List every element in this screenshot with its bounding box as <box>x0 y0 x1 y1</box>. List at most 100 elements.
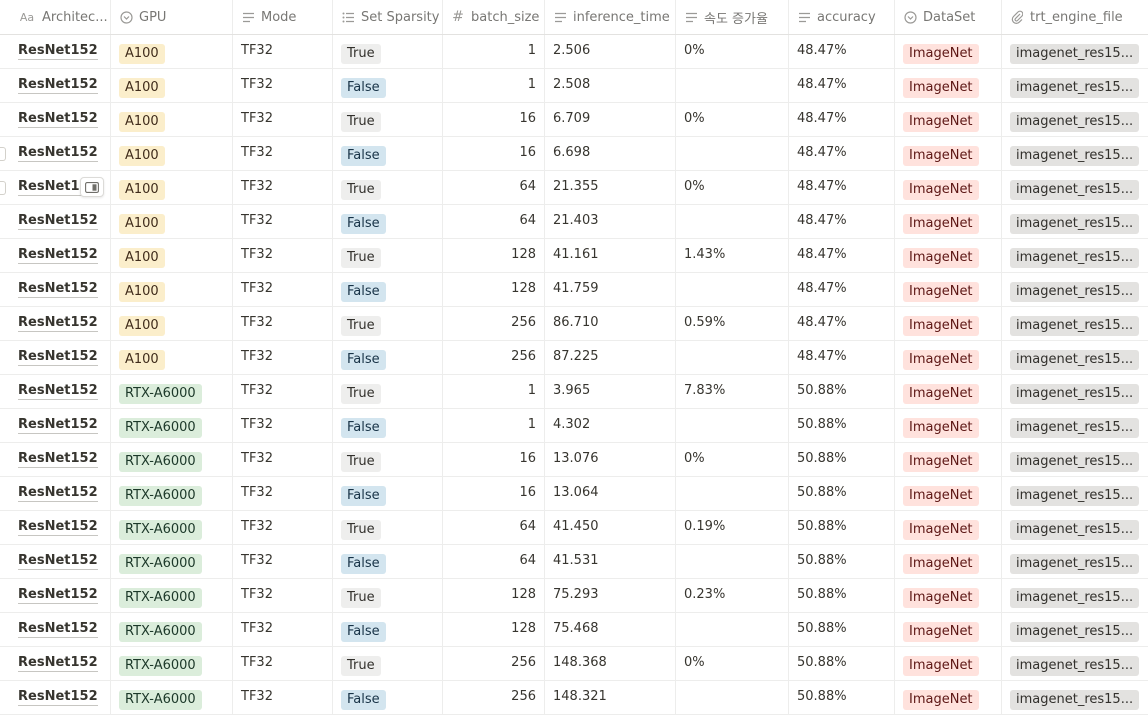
row-title[interactable]: ResNet152 <box>18 349 98 366</box>
cell-inference-time[interactable]: 6.709 <box>545 103 676 136</box>
cell-inference-time[interactable]: 21.403 <box>545 205 676 238</box>
cell-mode[interactable]: TF32 <box>233 341 333 374</box>
open-page-button[interactable] <box>80 177 104 197</box>
cell-batch-size[interactable]: 64 <box>443 205 545 238</box>
row-title[interactable]: ResNet152 <box>18 689 98 706</box>
cell-speed-gain[interactable] <box>676 341 789 374</box>
cell-trt-engine-file[interactable]: imagenet_res15... <box>1002 205 1148 238</box>
cell-sparsity[interactable]: True <box>333 375 443 408</box>
cell-inference-time[interactable]: 148.368 <box>545 647 676 680</box>
cell-dataset[interactable]: ImageNet <box>895 477 1002 510</box>
table-row[interactable]: ResNet152 A100 TF32 False 128 41.759 48.47% Ima… <box>0 273 1148 307</box>
cell-trt-engine-file[interactable]: imagenet_res15... <box>1002 477 1148 510</box>
file-chip[interactable]: imagenet_res15... <box>1010 622 1140 642</box>
file-chip[interactable]: imagenet_res15... <box>1010 180 1140 200</box>
cell-architecture[interactable]: ResNet152 <box>0 205 111 238</box>
cell-batch-size[interactable]: 1 <box>443 409 545 442</box>
file-chip[interactable]: imagenet_res15... <box>1010 214 1140 234</box>
cell-sparsity[interactable]: True <box>333 35 443 68</box>
cell-architecture[interactable]: ResNet152 <box>0 477 111 510</box>
cell-inference-time[interactable]: 41.759 <box>545 273 676 306</box>
row-drag-handle[interactable] <box>0 147 6 161</box>
row-title[interactable]: ResNet152 <box>18 281 98 298</box>
cell-mode[interactable]: TF32 <box>233 613 333 646</box>
cell-gpu[interactable]: RTX-A6000 <box>111 443 233 476</box>
cell-inference-time[interactable]: 13.076 <box>545 443 676 476</box>
cell-gpu[interactable]: RTX-A6000 <box>111 375 233 408</box>
file-chip[interactable]: imagenet_res15... <box>1010 44 1140 64</box>
cell-batch-size[interactable]: 1 <box>443 375 545 408</box>
cell-sparsity[interactable]: False <box>333 409 443 442</box>
cell-architecture[interactable]: ResNet152 <box>0 69 111 102</box>
table-row[interactable]: ResNet152 RTX-A6000 TF32 False 16 13.064 50.88… <box>0 477 1148 511</box>
row-title[interactable]: ResNet152 <box>18 43 98 60</box>
cell-dataset[interactable]: ImageNet <box>895 579 1002 612</box>
cell-architecture[interactable]: ResNet152 <box>0 239 111 272</box>
cell-batch-size[interactable]: 128 <box>443 239 545 272</box>
cell-mode[interactable]: TF32 <box>233 511 333 544</box>
cell-speed-gain[interactable] <box>676 137 789 170</box>
cell-trt-engine-file[interactable]: imagenet_res15... <box>1002 35 1148 68</box>
row-title[interactable]: ResNet152 <box>18 77 98 94</box>
table-row[interactable]: ResNet152 RTX-A6000 TF32 True 16 13.076 0% 50.8… <box>0 443 1148 477</box>
file-chip[interactable]: imagenet_res15... <box>1010 78 1140 98</box>
cell-mode[interactable]: TF32 <box>233 681 333 714</box>
table-row[interactable]: ResNet152 A100 TF32 True 128 41.161 1.43% 48.47… <box>0 239 1148 273</box>
cell-speed-gain[interactable] <box>676 545 789 578</box>
cell-inference-time[interactable]: 148.321 <box>545 681 676 714</box>
cell-architecture[interactable]: ResNet152 <box>0 103 111 136</box>
cell-accuracy[interactable]: 48.47% <box>789 341 895 374</box>
cell-architecture[interactable]: ResNet15 <box>0 171 111 204</box>
cell-mode[interactable]: TF32 <box>233 443 333 476</box>
cell-trt-engine-file[interactable]: imagenet_res15... <box>1002 171 1148 204</box>
cell-batch-size[interactable]: 64 <box>443 171 545 204</box>
cell-sparsity[interactable]: True <box>333 103 443 136</box>
cell-sparsity[interactable]: False <box>333 477 443 510</box>
row-title[interactable]: ResNet152 <box>18 213 98 230</box>
cell-speed-gain[interactable]: 0% <box>676 103 789 136</box>
cell-gpu[interactable]: A100 <box>111 273 233 306</box>
cell-gpu[interactable]: A100 <box>111 69 233 102</box>
table-row[interactable]: ResNet152 RTX-A6000 TF32 False 128 75.468 50.8… <box>0 613 1148 647</box>
cell-gpu[interactable]: A100 <box>111 137 233 170</box>
cell-dataset[interactable]: ImageNet <box>895 341 1002 374</box>
cell-trt-engine-file[interactable]: imagenet_res15... <box>1002 613 1148 646</box>
column-header-gpu[interactable]: GPU <box>111 0 233 34</box>
cell-batch-size[interactable]: 16 <box>443 443 545 476</box>
column-header-architecture[interactable]: Aa Architec... <box>0 0 111 34</box>
cell-inference-time[interactable]: 41.450 <box>545 511 676 544</box>
file-chip[interactable]: imagenet_res15... <box>1010 146 1140 166</box>
cell-gpu[interactable]: RTX-A6000 <box>111 613 233 646</box>
cell-sparsity[interactable]: True <box>333 239 443 272</box>
cell-speed-gain[interactable] <box>676 409 789 442</box>
cell-architecture[interactable]: ResNet152 <box>0 681 111 714</box>
file-chip[interactable]: imagenet_res15... <box>1010 486 1140 506</box>
cell-trt-engine-file[interactable]: imagenet_res15... <box>1002 239 1148 272</box>
table-row[interactable]: ResNet152 RTX-A6000 TF32 False 1 4.302 50.88% I… <box>0 409 1148 443</box>
file-chip[interactable]: imagenet_res15... <box>1010 282 1140 302</box>
cell-dataset[interactable]: ImageNet <box>895 103 1002 136</box>
cell-accuracy[interactable]: 48.47% <box>789 205 895 238</box>
row-title[interactable]: ResNet152 <box>18 655 98 672</box>
row-title[interactable]: ResNet152 <box>18 315 98 332</box>
cell-speed-gain[interactable]: 0.23% <box>676 579 789 612</box>
row-title[interactable]: ResNet15 <box>18 179 89 196</box>
cell-speed-gain[interactable]: 0% <box>676 443 789 476</box>
cell-sparsity[interactable]: False <box>333 681 443 714</box>
cell-batch-size[interactable]: 128 <box>443 273 545 306</box>
cell-mode[interactable]: TF32 <box>233 307 333 340</box>
cell-accuracy[interactable]: 48.47% <box>789 273 895 306</box>
cell-batch-size[interactable]: 16 <box>443 103 545 136</box>
table-row[interactable]: ResNet152 RTX-A6000 TF32 False 256 148.321 50.… <box>0 681 1148 715</box>
cell-accuracy[interactable]: 50.88% <box>789 443 895 476</box>
cell-mode[interactable]: TF32 <box>233 579 333 612</box>
cell-sparsity[interactable]: False <box>333 205 443 238</box>
cell-speed-gain[interactable]: 0.59% <box>676 307 789 340</box>
row-title[interactable]: ResNet152 <box>18 587 98 604</box>
cell-architecture[interactable]: ResNet152 <box>0 307 111 340</box>
cell-sparsity[interactable]: False <box>333 545 443 578</box>
cell-mode[interactable]: TF32 <box>233 103 333 136</box>
cell-inference-time[interactable]: 13.064 <box>545 477 676 510</box>
cell-mode[interactable]: TF32 <box>233 69 333 102</box>
cell-trt-engine-file[interactable]: imagenet_res15... <box>1002 137 1148 170</box>
